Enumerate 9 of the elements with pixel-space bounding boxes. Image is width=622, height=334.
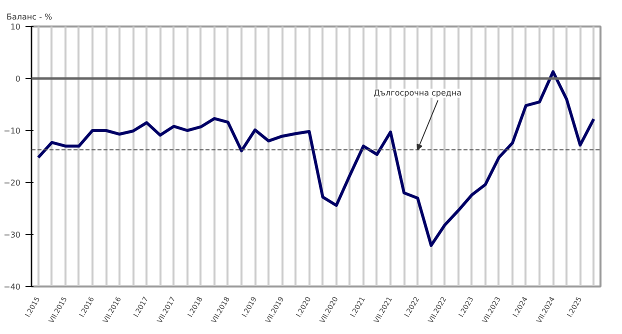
y-tick-label: −20 <box>4 178 21 188</box>
y-tick-label: 0 <box>15 74 21 84</box>
y-tick-label: −40 <box>4 282 21 292</box>
y-tick-label: 10 <box>10 22 21 32</box>
annotation: Дългосрочна средна <box>374 88 462 98</box>
line-series <box>36 70 596 247</box>
y-tick-label: −30 <box>4 230 21 240</box>
y-tick-label: −10 <box>4 126 21 136</box>
y-axis-title: Баланс - % <box>6 12 53 22</box>
